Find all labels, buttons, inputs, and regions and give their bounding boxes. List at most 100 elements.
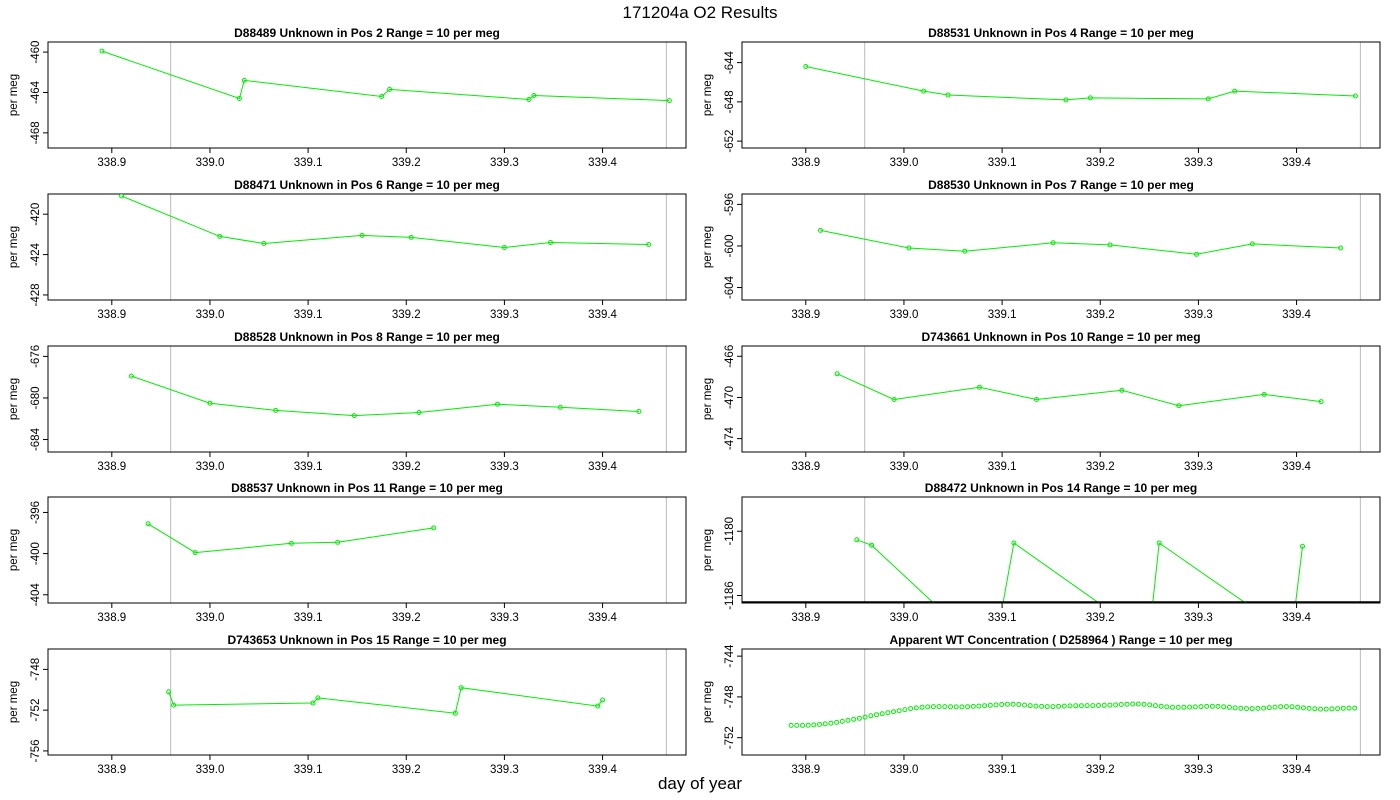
- data-point: [993, 702, 999, 708]
- y-tick-label: -748: [30, 658, 42, 681]
- data-point: [1164, 704, 1170, 710]
- series-line: [147, 523, 434, 554]
- y-tick-label: -466: [724, 345, 736, 368]
- data-point: [1181, 704, 1187, 710]
- y-tick-label: -470: [724, 386, 736, 409]
- data-point: [982, 703, 988, 709]
- x-tick-label: 338.9: [791, 157, 820, 169]
- y-tick-label: -1186: [724, 581, 736, 610]
- y-tick-label: -752: [30, 699, 42, 722]
- data-point: [1004, 701, 1010, 707]
- series-line: [820, 229, 1341, 255]
- data-point: [1249, 706, 1255, 712]
- data-point: [896, 708, 902, 714]
- panel-title: D88530 Unknown in Pos 7 Range = 10 per m…: [928, 178, 1194, 192]
- data-point: [1176, 403, 1182, 409]
- plot-frame: [47, 496, 687, 604]
- panel-title: D88489 Unknown in Pos 2 Range = 10 per m…: [234, 26, 500, 40]
- panel-title: D743653 Unknown in Pos 15 Range = 10 per…: [227, 633, 506, 647]
- panel-title: D88528 Unknown in Pos 8 Range = 10 per m…: [234, 330, 500, 344]
- data-point: [636, 409, 642, 414]
- data-point: [495, 401, 500, 407]
- data-point: [1335, 706, 1341, 712]
- data-point: [1278, 704, 1284, 710]
- data-point: [856, 715, 862, 721]
- series: [818, 227, 1344, 257]
- x-tick-label: 339.3: [490, 612, 519, 624]
- data-point: [936, 704, 942, 710]
- series-line: [805, 66, 1356, 101]
- data-point: [965, 704, 971, 710]
- x-tick-label: 339.2: [392, 764, 421, 776]
- x-tick-label: 339.2: [392, 461, 421, 473]
- x-tick-label: 339.1: [988, 764, 1017, 776]
- x-tick-label: 339.1: [988, 612, 1017, 624]
- x-tick-label: 338.9: [97, 157, 126, 169]
- x-tick-label: 339.4: [1282, 612, 1311, 624]
- data-point: [1107, 242, 1113, 248]
- data-point: [1300, 543, 1305, 549]
- x-tick-label: 339.4: [588, 612, 617, 624]
- panel-title: D88531 Unknown in Pos 4 Range = 10 per m…: [928, 26, 1194, 40]
- data-point: [834, 371, 840, 377]
- x-tick-label: 339.4: [588, 309, 617, 321]
- y-tick-label: -648: [724, 90, 736, 113]
- data-point: [1130, 701, 1136, 707]
- data-point: [1198, 704, 1204, 710]
- data-point: [1215, 703, 1221, 709]
- series-line: [836, 373, 1322, 407]
- data-point: [1329, 706, 1335, 712]
- data-point: [595, 703, 601, 709]
- x-tick-label: 339.4: [588, 461, 617, 473]
- data-point: [1346, 705, 1352, 711]
- data-point: [788, 722, 794, 728]
- data-point: [1010, 701, 1016, 707]
- data-point: [241, 77, 247, 83]
- x-tick-label: 338.9: [791, 461, 820, 473]
- data-point: [987, 702, 993, 708]
- y-tick-label: -460: [30, 41, 42, 64]
- data-point: [1107, 702, 1113, 708]
- plot-frame: [741, 345, 1381, 453]
- y-axis-label: per meg: [8, 681, 20, 723]
- data-point: [1192, 704, 1198, 710]
- data-point: [1063, 97, 1069, 103]
- data-point: [885, 710, 891, 716]
- x-tick-label: 339.2: [1086, 157, 1115, 169]
- y-tick-label: -420: [30, 203, 42, 226]
- x-tick-label: 339.3: [1184, 461, 1213, 473]
- y-tick-label: -596: [724, 193, 736, 216]
- y-tick-label: -468: [30, 121, 42, 144]
- data-point: [1158, 703, 1164, 709]
- data-point: [953, 704, 959, 710]
- x-tick-label: 339.0: [196, 764, 225, 776]
- x-tick-label: 339.1: [988, 157, 1017, 169]
- data-point: [217, 233, 223, 239]
- data-point: [1295, 704, 1301, 710]
- data-point: [1039, 703, 1045, 709]
- data-point: [351, 413, 357, 419]
- data-point: [261, 241, 267, 246]
- y-tick-label: -756: [30, 739, 42, 762]
- y-tick-label: -744: [724, 644, 736, 668]
- data-point: [913, 705, 919, 711]
- data-point: [1033, 703, 1039, 709]
- data-point: [1118, 702, 1124, 707]
- y-tick-label: -464: [30, 80, 42, 104]
- data-point: [962, 248, 968, 254]
- data-point: [1244, 706, 1249, 712]
- data-point: [1119, 387, 1125, 393]
- data-point: [1152, 703, 1158, 709]
- data-point: [1205, 96, 1211, 102]
- y-axis-label: per meg: [8, 378, 20, 420]
- data-point: [548, 240, 553, 245]
- x-tick-label: 339.2: [1086, 461, 1115, 473]
- data-point: [1352, 705, 1358, 711]
- data-point: [1255, 705, 1261, 711]
- panel-title: Apparent WT Concentration ( D258964 ) Ra…: [889, 633, 1232, 647]
- series: [128, 373, 642, 419]
- data-point: [379, 94, 385, 99]
- data-point: [874, 712, 879, 718]
- data-point: [1027, 703, 1033, 709]
- y-axis-label: per meg: [702, 529, 714, 571]
